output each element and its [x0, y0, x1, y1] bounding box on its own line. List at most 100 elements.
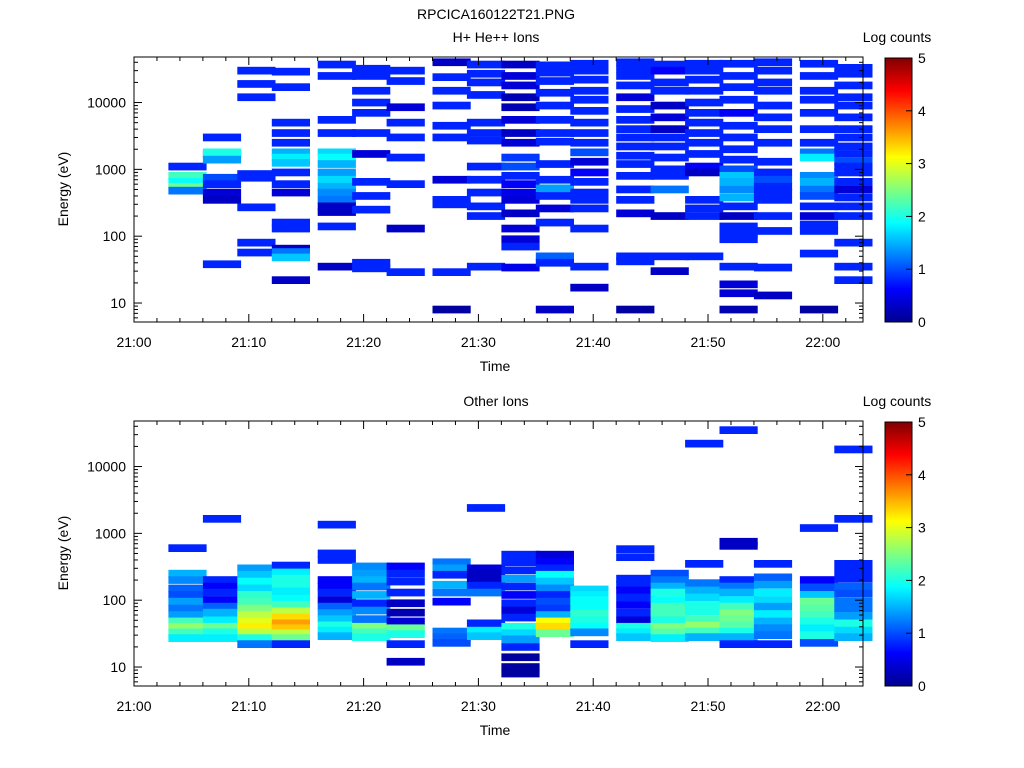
heatmap-cell	[317, 148, 356, 157]
x-tick-label: 21:30	[461, 698, 496, 714]
y-tick-label: 10	[110, 295, 126, 311]
heatmap-cell	[535, 557, 574, 566]
heatmap-cell	[650, 113, 689, 122]
heatmap-cell	[616, 616, 655, 625]
y-tick-label: 10	[110, 659, 126, 675]
heatmap-cell	[202, 576, 242, 584]
heatmap-cell	[799, 591, 839, 599]
heatmap-cell	[535, 584, 574, 593]
heatmap-cell	[317, 621, 356, 630]
heatmap-cell	[535, 137, 574, 146]
y-tick-label: 10000	[87, 95, 126, 111]
heatmap-cell	[317, 556, 356, 564]
heatmap-cell	[386, 180, 425, 188]
heatmap-cell	[685, 586, 724, 595]
x-axis-label: Time	[480, 722, 511, 738]
heatmap-cell	[535, 204, 574, 213]
heatmap-cell	[616, 553, 655, 561]
heatmap-cell	[719, 72, 758, 80]
heatmap-cell	[719, 426, 758, 434]
heatmap-cell	[535, 591, 574, 599]
x-axis-label: Time	[480, 358, 511, 374]
heatmap-cell	[386, 224, 425, 233]
heatmap-cell	[535, 129, 574, 137]
heatmap-cell	[271, 640, 310, 648]
heatmap-cell	[616, 142, 655, 151]
heatmap-cell	[570, 129, 609, 137]
heatmap-cell	[352, 109, 391, 117]
colorbar-label: Log counts	[863, 393, 932, 409]
heatmap-cell	[570, 196, 609, 204]
heatmap-cell	[352, 569, 391, 578]
heatmap-cell	[570, 602, 609, 611]
heatmap-cell	[168, 162, 207, 171]
heatmap-cell	[466, 564, 506, 573]
heatmap-cell	[535, 160, 574, 168]
heatmap-cell	[501, 60, 540, 69]
heatmap-cell	[317, 129, 356, 137]
heatmap-cell	[501, 643, 540, 651]
heatmap-cell	[317, 175, 356, 184]
heatmap-cell	[834, 157, 873, 166]
heatmap-cell	[650, 576, 689, 584]
heatmap-cell	[386, 268, 425, 276]
heatmap-cell	[271, 168, 310, 177]
heatmap-cell	[570, 616, 609, 625]
heatmap-cell	[685, 59, 724, 68]
heatmap-cell	[501, 550, 540, 559]
x-tick-label: 21:30	[461, 334, 496, 350]
heatmap-cell	[271, 561, 310, 570]
heatmap-cell	[719, 537, 758, 546]
heatmap-cell	[271, 248, 310, 256]
colorbar-label: Log counts	[863, 29, 932, 45]
panel-other-ions: Other Ions 21:00 21:10 21:20 21:30 21:40 21:5…	[55, 393, 931, 738]
heatmap-cell	[834, 515, 873, 523]
colorbar-tick-label: 0	[918, 678, 926, 694]
heatmap-cell	[501, 224, 540, 233]
heatmap-cell	[616, 160, 655, 168]
heatmap-cell	[168, 544, 207, 552]
heatmap-cell	[352, 205, 391, 214]
heatmap-cell	[719, 615, 758, 623]
heatmap-cell	[616, 72, 655, 80]
heatmap-cell	[271, 218, 310, 227]
heatmap-cell	[202, 616, 242, 625]
heatmap-cell	[650, 252, 689, 261]
heatmap-cell	[352, 129, 391, 137]
heatmap-cell	[719, 235, 758, 244]
heatmap-cell	[271, 188, 310, 197]
heatmap-cell	[570, 204, 609, 213]
heatmap-cell	[535, 77, 574, 85]
heatmap-cell	[570, 283, 609, 292]
heatmap-cell	[386, 657, 425, 666]
heatmap-cell	[237, 570, 276, 579]
heatmap-cell	[386, 577, 425, 586]
heatmap-cell	[799, 597, 839, 606]
heatmap-cell	[719, 165, 758, 174]
heatmap-cell	[501, 196, 540, 204]
heatmap-cell	[317, 596, 356, 604]
heatmap-cell	[834, 113, 873, 122]
heatmap-cell	[352, 633, 391, 641]
heatmap-cell	[834, 168, 873, 177]
panel-title: Other Ions	[463, 393, 528, 409]
heatmap-cell	[834, 64, 873, 72]
heatmap-cell	[271, 224, 310, 233]
heatmap-cell	[168, 584, 207, 593]
heatmap-cell	[616, 628, 655, 637]
x-tick-label: 21:50	[690, 698, 725, 714]
heatmap-cell	[535, 61, 574, 70]
heatmap-cell	[753, 291, 793, 300]
heatmap-cell	[501, 622, 540, 631]
heatmap-cell	[202, 588, 242, 597]
heatmap-cell	[719, 109, 758, 117]
heatmap-cell	[535, 192, 574, 200]
colorbar-tick-label: 3	[918, 156, 926, 172]
heatmap-cell	[650, 86, 689, 95]
heatmap-cell	[352, 64, 391, 73]
heatmap-cell	[271, 83, 310, 91]
figure-title: RPCICA160122T21.PNG	[417, 6, 575, 22]
heatmap-cell	[432, 268, 471, 276]
heatmap-cell	[432, 639, 471, 647]
heatmap-cell	[202, 596, 242, 604]
